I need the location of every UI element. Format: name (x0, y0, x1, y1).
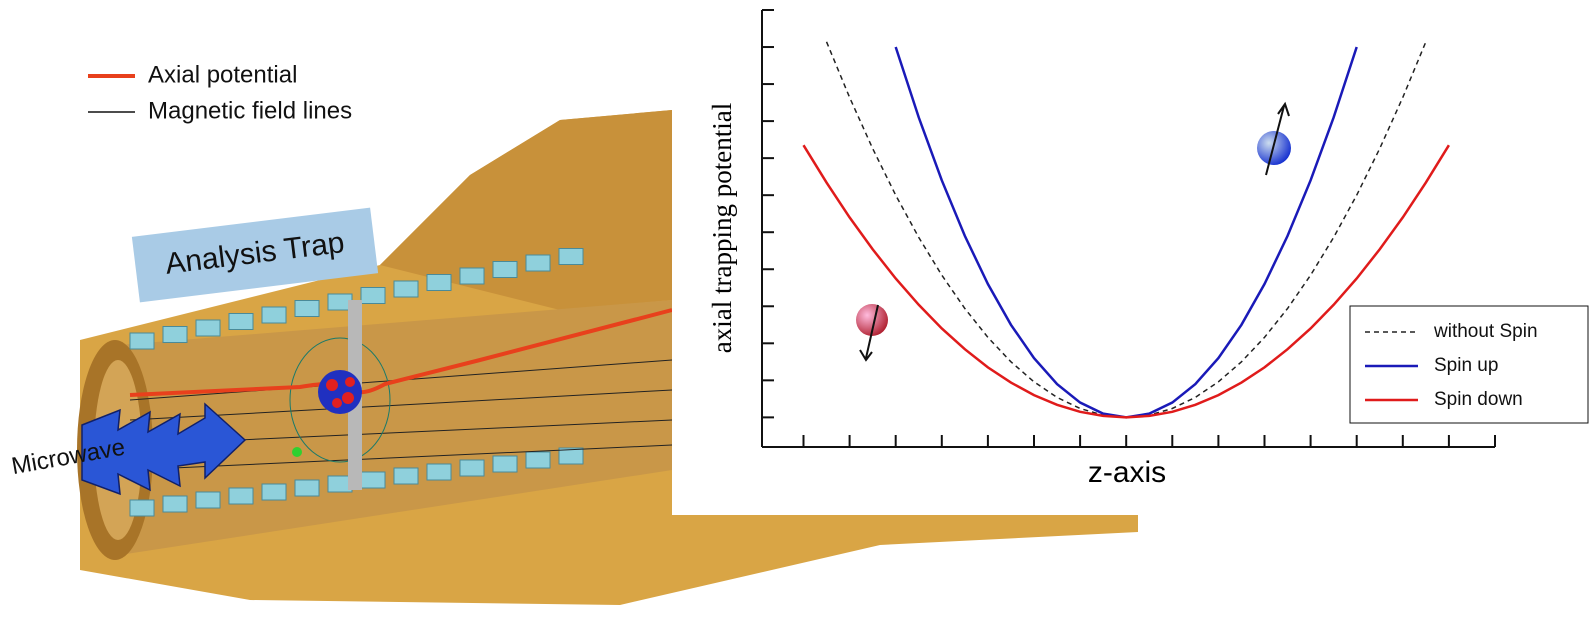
electrode (262, 307, 286, 323)
electrode (262, 484, 286, 500)
page: {"figure": {"legend": ["Axial potential"… (0, 0, 1589, 633)
nucleus-proton (345, 377, 355, 387)
x-axis-label: z-axis (1088, 456, 1166, 489)
nucleus-proton (342, 392, 354, 404)
electrode (163, 496, 187, 512)
electrode (493, 456, 517, 472)
chart-panel (672, 0, 1589, 515)
electrode (196, 320, 220, 336)
electrode (460, 460, 484, 476)
electrode (559, 249, 583, 265)
electrode (361, 472, 385, 488)
nucleus-proton (332, 398, 342, 408)
electrode (196, 492, 220, 508)
electrode (130, 333, 154, 349)
figure: Analysis Trap Microwave Axial potential … (0, 0, 1589, 633)
electron (292, 447, 302, 457)
legend-label: Spin up (1434, 355, 1498, 376)
y-axis-label: axial trapping potential (707, 103, 737, 353)
electrode (394, 281, 418, 297)
legend-label: without Spin (1433, 321, 1538, 342)
electrode (526, 255, 550, 271)
electrode (526, 452, 550, 468)
electrode (229, 314, 253, 330)
electrode (493, 262, 517, 278)
legend-label: Spin down (1434, 389, 1523, 410)
electrode (130, 500, 154, 516)
electrode (427, 464, 451, 480)
electrode (295, 480, 319, 496)
electrode (361, 288, 385, 304)
electrode (460, 268, 484, 284)
nucleus-proton (326, 379, 338, 391)
legend-label: Magnetic field lines (148, 97, 352, 124)
electrode (295, 301, 319, 317)
electrode (163, 327, 187, 343)
electrode (394, 468, 418, 484)
nucleus (318, 370, 362, 414)
legend-label: Axial potential (148, 61, 297, 88)
electrode (427, 275, 451, 291)
electrode (229, 488, 253, 504)
